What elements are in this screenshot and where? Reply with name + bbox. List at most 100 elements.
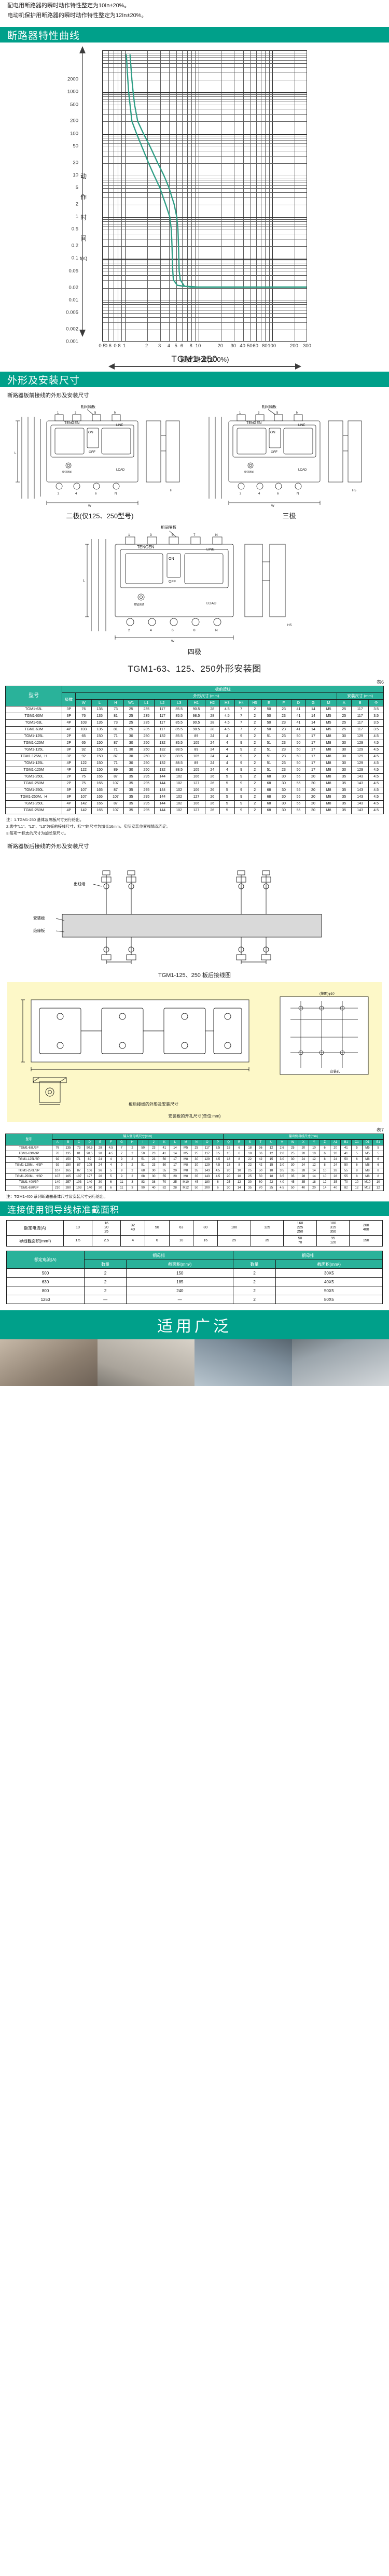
cell-D1: M8: [362, 1156, 373, 1163]
cell-M: M8: [320, 780, 337, 787]
gridline-h: [103, 185, 307, 186]
x-tick-label: 80: [262, 343, 268, 349]
cell-L1: 295: [138, 794, 155, 801]
cell-Q: 15: [223, 1151, 234, 1157]
cell-B: 117: [351, 706, 369, 713]
cell-H2: 24: [204, 740, 220, 747]
cell-M: M8: [320, 787, 337, 794]
gridline-v: [250, 51, 251, 341]
cell-H4: 9: [234, 740, 248, 747]
table7-footnote-wrap: 注：TGM1-400 系列断路器基体尺寸及安装尺寸另行给出。: [0, 1191, 389, 1201]
svg-text:H5: H5: [287, 624, 292, 627]
cell-G: 17: [305, 753, 321, 760]
figure-4-pole: 相间隔板 TENGEN OFF ON 按钮测试 LOAD LINE: [83, 523, 306, 656]
cell-X: 40: [298, 1185, 309, 1191]
table7-col-H: H: [127, 1139, 138, 1145]
cell-R: 10: [233, 1168, 245, 1174]
table-row: TGM1-125L 4P 122 150 71 30 250 132 88.5 89 24 4 9 2 51…: [5, 760, 384, 767]
cell-E: 50: [261, 706, 277, 713]
cell-H: 81: [107, 713, 124, 720]
copper-table-busbar-body: 500 2 150 2 30X5 630 2 185 2 40X5 800 2 240 2 50X5 1250…: [6, 1268, 383, 1304]
copper-cell-area: 95 120: [316, 1235, 350, 1247]
cell-B: 117: [351, 719, 369, 727]
y-axis-arrow: [79, 46, 86, 337]
svg-text:H5: H5: [352, 489, 356, 492]
cell-T: 42: [255, 1162, 267, 1168]
table-row: 1250— —2 80X5: [6, 1295, 383, 1304]
cell-B: 143: [351, 807, 369, 814]
gridline-h: [103, 96, 307, 97]
y-tick-label: 0.002: [66, 326, 78, 332]
cell-Y: 14: [308, 1173, 320, 1180]
cell-W1: 30: [123, 760, 139, 767]
copper-cell-area: 25: [217, 1235, 251, 1247]
cell-K: 50: [159, 1156, 170, 1163]
gridline-h: [103, 217, 307, 218]
cell-A: 92: [52, 1156, 63, 1163]
svg-text:LOAD: LOAD: [298, 469, 307, 472]
cell-H: 107: [107, 807, 124, 814]
svg-text:N: N: [215, 533, 218, 537]
table7-col-G: G: [116, 1139, 128, 1145]
cell-F: 23: [276, 713, 291, 720]
th7-output: 输出侧母线尺寸(mm): [223, 1134, 384, 1140]
cell-A: 30: [336, 746, 352, 754]
cell-T: 70: [255, 1185, 267, 1191]
cell-model: TGM1-400/3P: [5, 1179, 52, 1185]
cell-J: 23: [148, 1156, 160, 1163]
th-cu-a2: 截面积(mm²): [275, 1259, 383, 1269]
gridline-h: [103, 143, 307, 144]
copper-cell-area: 16: [193, 1235, 218, 1247]
cell-N: 35: [190, 1173, 202, 1180]
cell-W: 65: [75, 733, 92, 740]
svg-text:LINE: LINE: [298, 424, 305, 427]
cell-B: 143: [351, 773, 369, 781]
cell-model: TGM1-63L/3P: [5, 1145, 52, 1151]
cell-L: 135: [91, 713, 108, 720]
cell-M: M12: [180, 1185, 191, 1191]
cell-A: 35: [336, 780, 352, 787]
table-row: TGM1-250M 4P 142 165 107 35 295 144 102 127 26 5 9 2 6…: [5, 807, 384, 814]
hero-label: 适用广泛: [157, 1318, 232, 1335]
cell-W1: 30: [123, 733, 139, 740]
cell-P: 4.5: [212, 1168, 224, 1174]
cell-H5: 2: [247, 787, 262, 794]
cell-N: 50: [190, 1185, 202, 1191]
cell-E: 51: [261, 760, 277, 767]
figure-4-pole-caption: 四极: [187, 648, 201, 656]
table-row: TGM1-250L 2P 75 165 87 35 295 144 102 106 26 5 9 2 68 3…: [5, 773, 384, 781]
svg-text:4: 4: [75, 492, 77, 496]
svg-text:LINE: LINE: [116, 424, 123, 427]
cell-L3: 85.5: [170, 740, 188, 747]
copper-cell-amp: 80: [193, 1220, 218, 1236]
svg-text:H: H: [170, 489, 172, 492]
cell-A: 35: [336, 800, 352, 808]
cell-E: 28: [94, 1145, 106, 1151]
cell-E: 68: [261, 787, 277, 794]
table7-col-Z: Z: [319, 1139, 330, 1145]
cell-P: 4.5: [212, 1156, 224, 1163]
cell-W: 92: [75, 753, 92, 760]
table-row: TGM1-250M、H 3P 107 165 107 35 295 144 102 127 26 5 9…: [5, 794, 384, 801]
svg-text:ON: ON: [169, 557, 174, 561]
cell-A: 76: [52, 1145, 63, 1151]
cell-M: M8: [320, 746, 337, 754]
cell-PHI: 4.5: [368, 760, 384, 767]
cell-A: 140: [52, 1179, 63, 1185]
th-model: 型号: [5, 686, 63, 706]
cell-Y: 12: [308, 1162, 320, 1168]
cell-L1: 250: [138, 746, 155, 754]
cell-I: 50: [137, 1145, 149, 1151]
cell-H1: 90.5: [187, 719, 205, 727]
table6-column-headers: W L H W1 L1 L2 L3 H1 H2 H3 H4 H5 E F D G M A B Φ: [6, 699, 384, 706]
svg-text:OFF: OFF: [271, 450, 277, 454]
cell-H5: 2: [247, 807, 262, 814]
cell-L2: 144: [154, 773, 171, 781]
svg-text:2: 2: [240, 492, 242, 496]
cell-M: M8: [320, 753, 337, 760]
y-tick-label: 50: [73, 143, 78, 149]
cell-L2: 144: [154, 780, 171, 787]
cell-poles: 2P: [62, 773, 76, 781]
cell-H5: 2: [247, 800, 262, 808]
cell-B: 117: [351, 713, 369, 720]
